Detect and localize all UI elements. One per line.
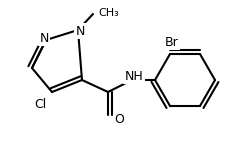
Text: NH: NH xyxy=(125,69,143,82)
Text: Br: Br xyxy=(165,35,179,49)
Text: N: N xyxy=(75,24,85,37)
Text: CH₃: CH₃ xyxy=(98,8,119,18)
Text: O: O xyxy=(114,112,124,125)
Text: Cl: Cl xyxy=(34,97,46,110)
Text: N: N xyxy=(39,32,49,45)
